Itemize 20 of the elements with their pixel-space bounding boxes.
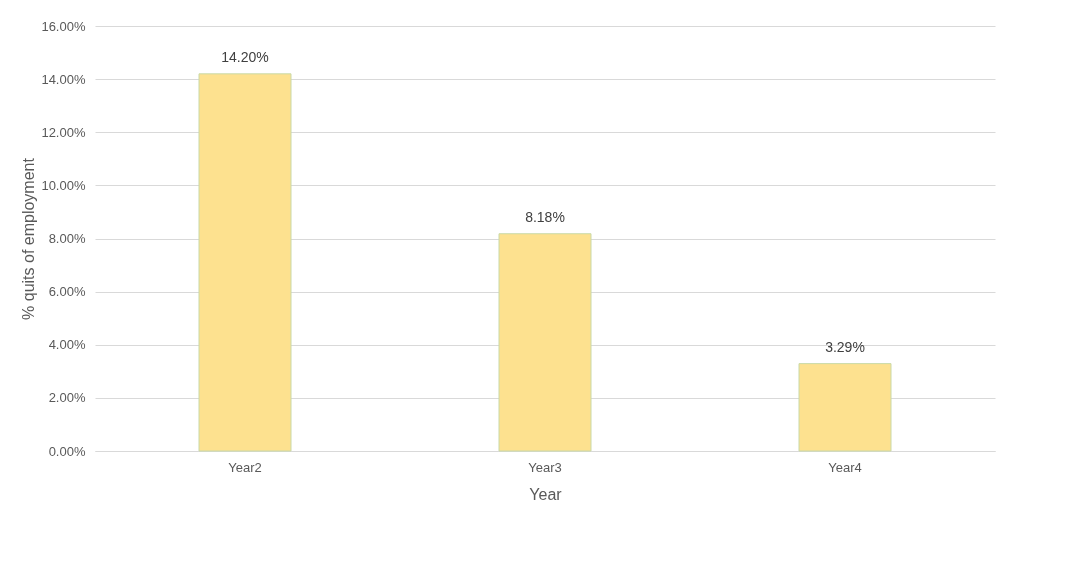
bar [498,233,592,452]
data-label: 14.20% [221,48,269,65]
y-tick-label: 12.00% [41,124,86,140]
bar [798,363,892,452]
y-tick-label: 8.00% [48,231,86,246]
y-tick-label: 14.00% [41,71,86,87]
y-tick-label: 16.00% [41,18,86,34]
x-tick-label: Year2 [228,459,262,475]
y-tick-label: 10.00% [41,177,86,193]
data-label: 3.29% [825,338,865,355]
x-tick-label: Year3 [528,459,562,475]
x-tick-label: Year4 [828,459,862,475]
x-axis-title: Year [529,485,563,503]
y-axis-title: % quits of employment [20,157,38,320]
bar [198,73,292,452]
y-tick-label: 0.00% [48,443,86,459]
data-label: 8.18% [525,208,565,225]
y-tick-label: 6.00% [48,284,86,300]
y-tick-label: 2.00% [48,390,86,406]
y-tick-label: 4.00% [48,337,86,353]
